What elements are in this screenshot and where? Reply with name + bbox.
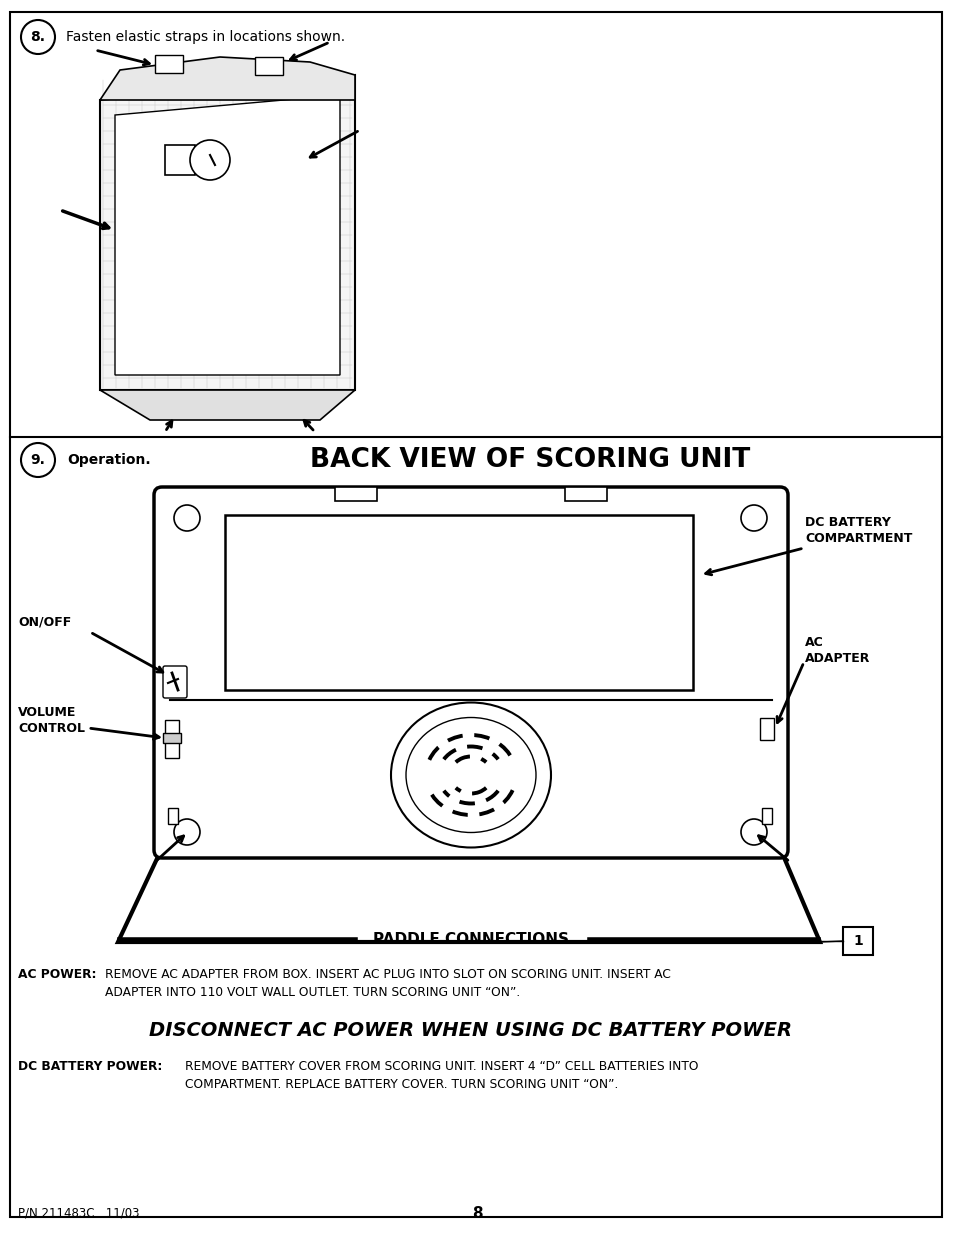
Circle shape xyxy=(740,505,766,531)
Circle shape xyxy=(173,819,200,845)
Circle shape xyxy=(21,443,55,477)
Bar xyxy=(165,720,179,758)
Circle shape xyxy=(21,20,55,54)
FancyBboxPatch shape xyxy=(153,487,787,858)
Text: P/N 211483C   11/03: P/N 211483C 11/03 xyxy=(18,1207,139,1219)
Text: DC BATTERY POWER:: DC BATTERY POWER: xyxy=(18,1060,162,1073)
Polygon shape xyxy=(100,390,355,420)
Bar xyxy=(254,57,283,75)
Bar xyxy=(564,487,606,501)
Bar xyxy=(165,144,194,175)
Bar xyxy=(335,487,376,501)
Text: Operation.: Operation. xyxy=(67,453,151,467)
Text: AC
ADAPTER: AC ADAPTER xyxy=(804,636,869,664)
Circle shape xyxy=(173,505,200,531)
Text: DC BATTERY
COMPARTMENT: DC BATTERY COMPARTMENT xyxy=(804,515,911,545)
Polygon shape xyxy=(100,75,355,390)
Text: VOLUME
CONTROL: VOLUME CONTROL xyxy=(18,705,85,735)
Ellipse shape xyxy=(391,703,551,847)
Text: 9.: 9. xyxy=(30,453,46,467)
Text: PADDLE CONNECTIONS: PADDLE CONNECTIONS xyxy=(373,932,568,947)
Text: Fasten elastic straps in locations shown.: Fasten elastic straps in locations shown… xyxy=(66,30,345,44)
Ellipse shape xyxy=(406,718,536,832)
Polygon shape xyxy=(118,848,820,942)
Text: 1: 1 xyxy=(852,934,862,948)
Bar xyxy=(761,808,771,824)
Circle shape xyxy=(740,819,766,845)
Text: ADAPTER INTO 110 VOLT WALL OUTLET. TURN SCORING UNIT “ON”.: ADAPTER INTO 110 VOLT WALL OUTLET. TURN … xyxy=(105,986,519,999)
Circle shape xyxy=(190,140,230,180)
Text: BACK VIEW OF SCORING UNIT: BACK VIEW OF SCORING UNIT xyxy=(310,447,749,473)
Bar xyxy=(154,56,183,73)
Polygon shape xyxy=(115,95,339,375)
Text: COMPARTMENT. REPLACE BATTERY COVER. TURN SCORING UNIT “ON”.: COMPARTMENT. REPLACE BATTERY COVER. TURN… xyxy=(185,1078,618,1091)
Bar xyxy=(163,734,181,743)
Bar xyxy=(225,515,692,690)
Text: 8.: 8. xyxy=(30,30,46,44)
Bar xyxy=(842,927,872,955)
Bar xyxy=(168,808,178,824)
Text: AC POWER:: AC POWER: xyxy=(18,968,96,981)
Text: 8: 8 xyxy=(471,1205,482,1220)
Text: REMOVE AC ADAPTER FROM BOX. INSERT AC PLUG INTO SLOT ON SCORING UNIT. INSERT AC: REMOVE AC ADAPTER FROM BOX. INSERT AC PL… xyxy=(105,968,670,981)
Polygon shape xyxy=(100,57,355,100)
Text: REMOVE BATTERY COVER FROM SCORING UNIT. INSERT 4 “D” CELL BATTERIES INTO: REMOVE BATTERY COVER FROM SCORING UNIT. … xyxy=(185,1060,698,1073)
Bar xyxy=(760,718,773,740)
Text: ON/OFF: ON/OFF xyxy=(18,615,71,629)
Text: DISCONNECT AC POWER WHEN USING DC BATTERY POWER: DISCONNECT AC POWER WHEN USING DC BATTER… xyxy=(150,1020,792,1040)
FancyBboxPatch shape xyxy=(163,666,187,698)
